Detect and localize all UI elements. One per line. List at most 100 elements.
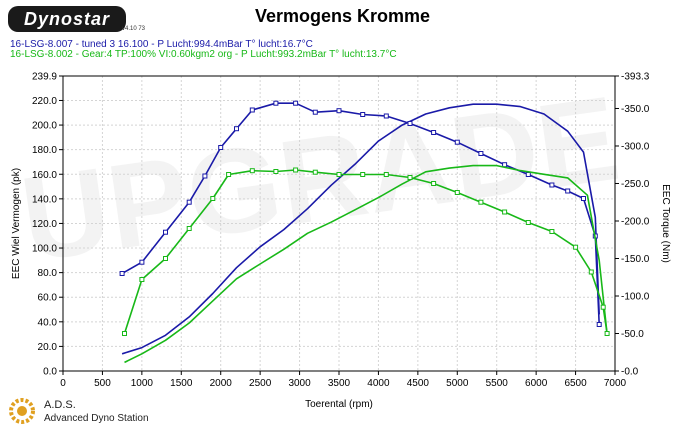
series-line-power-run2 bbox=[124, 164, 608, 364]
y2-tick-label: -150.0 bbox=[621, 254, 650, 265]
x-tick-label: 3500 bbox=[328, 378, 351, 389]
y2-axis-label: EEC Torque (Nm) bbox=[660, 184, 671, 263]
dynostar-logo: Dynostar bbox=[8, 6, 126, 32]
data-point bbox=[549, 229, 555, 234]
y2-tick-label: -393.3 bbox=[621, 72, 650, 83]
footer-brand: A.D.S. bbox=[44, 399, 76, 411]
x-tick-label: 2000 bbox=[210, 378, 233, 389]
x-axis-label: Toerental (rpm) bbox=[305, 399, 373, 410]
x-tick-label: 5000 bbox=[446, 378, 469, 389]
data-point bbox=[431, 130, 437, 135]
data-point bbox=[293, 100, 299, 106]
data-point bbox=[336, 108, 342, 114]
data-point bbox=[525, 172, 531, 177]
data-point bbox=[581, 196, 586, 201]
y2-tick-label: -0.0 bbox=[621, 367, 639, 378]
x-tick-label: 500 bbox=[94, 378, 111, 389]
y2-tick-label: -300.0 bbox=[621, 141, 650, 152]
data-point bbox=[600, 304, 606, 310]
series-line-torque-run1 bbox=[121, 102, 600, 325]
chart-grid bbox=[62, 75, 616, 372]
data-point bbox=[210, 196, 216, 201]
y-tick-label: 140.0 bbox=[32, 194, 57, 205]
y2-tick-label: -250.0 bbox=[621, 179, 650, 190]
x-tick-label: 1000 bbox=[131, 378, 154, 389]
data-point bbox=[565, 188, 571, 194]
data-point bbox=[249, 168, 255, 174]
data-point bbox=[186, 226, 192, 231]
y-tick-label: 200.0 bbox=[32, 121, 57, 132]
data-point bbox=[139, 259, 145, 265]
y-tick-label: 80.0 bbox=[38, 268, 58, 279]
data-point bbox=[478, 151, 484, 156]
y2-tick-label: -200.0 bbox=[621, 216, 650, 227]
data-point bbox=[226, 172, 232, 177]
data-point bbox=[573, 244, 579, 250]
x-tick-label: 3000 bbox=[288, 378, 311, 389]
data-point bbox=[431, 181, 437, 186]
data-point bbox=[407, 175, 413, 180]
data-point bbox=[502, 209, 508, 215]
data-point bbox=[336, 172, 342, 177]
data-point bbox=[407, 121, 413, 126]
data-point bbox=[383, 172, 389, 177]
x-tick-label: 0 bbox=[60, 378, 66, 389]
data-point bbox=[588, 269, 594, 275]
data-point bbox=[478, 199, 484, 205]
y-tick-label: 120.0 bbox=[32, 219, 57, 230]
data-point bbox=[549, 182, 555, 188]
footer-subtitle: Advanced Dyno Station bbox=[44, 413, 149, 424]
y-tick-label: 239.9 bbox=[32, 72, 57, 83]
x-tick-label: 2500 bbox=[249, 378, 272, 389]
logo-version: v4.10 73 bbox=[122, 26, 146, 32]
data-point bbox=[454, 139, 460, 145]
data-point bbox=[218, 145, 224, 150]
chart-title: Vermogens Kromme bbox=[254, 6, 431, 26]
data-point bbox=[139, 277, 145, 282]
data-point bbox=[596, 322, 602, 327]
data-point bbox=[525, 220, 531, 225]
run-label-1: 16-LSG-8.007 - tuned 3 16.100 - P Lucht:… bbox=[10, 39, 313, 50]
x-tick-label: 1500 bbox=[170, 378, 193, 389]
data-point bbox=[360, 112, 366, 117]
x-tick-label: 4000 bbox=[367, 378, 390, 389]
y-tick-label: 160.0 bbox=[32, 170, 57, 181]
x-tick-label: 5500 bbox=[486, 378, 509, 389]
series-line-torque-run2 bbox=[123, 169, 608, 334]
data-point bbox=[293, 167, 299, 173]
data-point bbox=[312, 109, 318, 115]
x-tick-label: 6500 bbox=[564, 378, 587, 389]
data-point bbox=[360, 172, 366, 177]
data-point bbox=[234, 126, 239, 132]
y-tick-label: 20.0 bbox=[38, 342, 58, 353]
x-tick-label: 7000 bbox=[604, 378, 627, 389]
run-label-2: 16-LSG-8.002 - Gear:4 TP:100% VI:0.60kgm… bbox=[10, 49, 397, 60]
plot-frame bbox=[62, 75, 616, 372]
data-point bbox=[119, 271, 125, 276]
data-point bbox=[163, 256, 168, 261]
data-point bbox=[604, 331, 610, 336]
y2-tick-label: -100.0 bbox=[621, 291, 650, 302]
data-point bbox=[273, 100, 279, 106]
data-point bbox=[383, 113, 389, 119]
y-tick-label: 40.0 bbox=[38, 317, 58, 328]
y-axis-label: EEC Wiel Vermogen (pk) bbox=[11, 168, 22, 279]
x-tick-label: 4500 bbox=[407, 378, 430, 389]
data-point bbox=[202, 173, 208, 179]
y-tick-label: 180.0 bbox=[32, 145, 57, 156]
series-line-power-run1 bbox=[121, 103, 600, 355]
y-tick-label: 220.0 bbox=[32, 96, 57, 107]
y-tick-label: 0.0 bbox=[43, 367, 57, 378]
data-point bbox=[186, 199, 192, 205]
data-point bbox=[312, 169, 318, 175]
data-point bbox=[122, 331, 127, 336]
data-point bbox=[273, 169, 279, 174]
x-tick-label: 6000 bbox=[525, 378, 548, 389]
chart-series bbox=[119, 100, 610, 364]
y-tick-label: 60.0 bbox=[38, 293, 58, 304]
chart-axes bbox=[59, 75, 619, 375]
data-point bbox=[163, 229, 168, 235]
data-point bbox=[249, 107, 255, 113]
chart-labels: 0.0 20.0 40.0 60.0 80.0 100.0 120.0 140.0 160.0 1… bbox=[11, 72, 671, 411]
